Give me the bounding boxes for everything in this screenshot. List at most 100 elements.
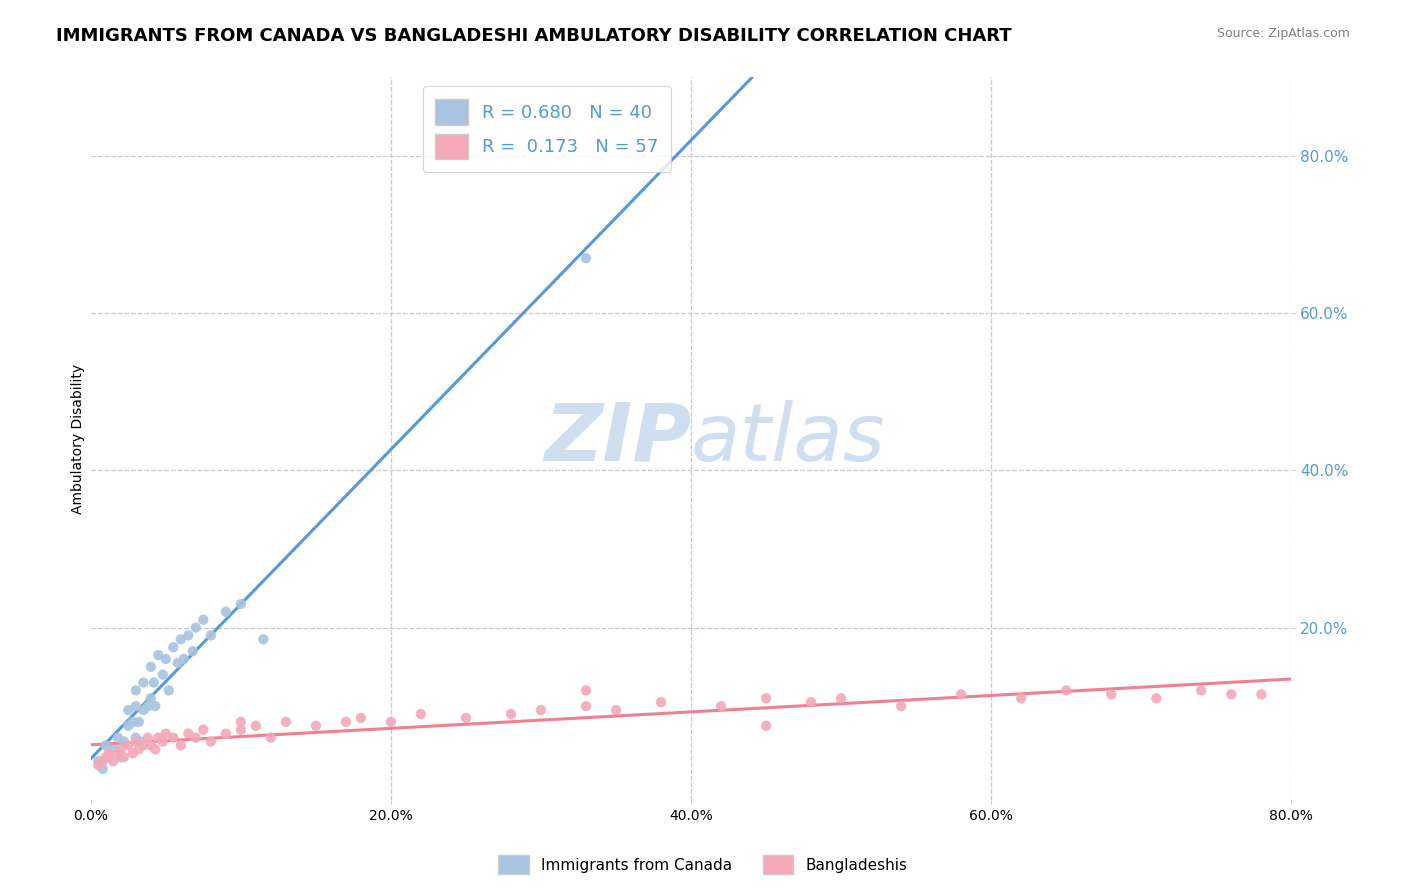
Point xyxy=(184,731,207,745)
Point xyxy=(148,731,170,745)
Point xyxy=(755,719,778,733)
Point xyxy=(1144,691,1167,706)
Point xyxy=(136,731,159,745)
Point xyxy=(193,613,215,627)
Point xyxy=(575,251,598,265)
Point xyxy=(136,699,159,714)
Point xyxy=(1054,683,1077,698)
Point xyxy=(1189,683,1212,698)
Point xyxy=(155,726,177,740)
Point xyxy=(184,621,207,635)
Point xyxy=(830,691,852,706)
Point xyxy=(575,683,598,698)
Point xyxy=(87,754,110,768)
Point xyxy=(125,734,148,748)
Point xyxy=(335,714,357,729)
Point xyxy=(139,691,162,706)
Point xyxy=(103,754,125,768)
Point xyxy=(142,675,165,690)
Point xyxy=(132,675,155,690)
Point xyxy=(200,734,222,748)
Point xyxy=(215,605,238,619)
Legend: R = 0.680   N = 40, R =  0.173   N = 57: R = 0.680 N = 40, R = 0.173 N = 57 xyxy=(423,87,671,172)
Point xyxy=(1099,687,1122,701)
Text: atlas: atlas xyxy=(690,400,886,478)
Point xyxy=(139,739,162,753)
Point xyxy=(97,750,120,764)
Text: IMMIGRANTS FROM CANADA VS BANGLADESHI AMBULATORY DISABILITY CORRELATION CHART: IMMIGRANTS FROM CANADA VS BANGLADESHI AM… xyxy=(56,27,1012,45)
Point xyxy=(162,731,184,745)
Text: Source: ZipAtlas.com: Source: ZipAtlas.com xyxy=(1216,27,1350,40)
Point xyxy=(110,742,132,756)
Point xyxy=(409,706,432,721)
Point xyxy=(94,739,117,753)
Point xyxy=(1010,691,1032,706)
Point xyxy=(139,660,162,674)
Point xyxy=(91,762,114,776)
Point xyxy=(143,742,166,756)
Point xyxy=(350,711,373,725)
Point xyxy=(132,703,155,717)
Point xyxy=(110,750,132,764)
Point xyxy=(103,742,125,756)
Point xyxy=(125,683,148,698)
Point xyxy=(800,695,823,709)
Point xyxy=(117,719,139,733)
Point xyxy=(162,640,184,655)
Point xyxy=(87,758,110,772)
Point xyxy=(229,714,252,729)
Point xyxy=(605,703,627,717)
Point xyxy=(117,739,139,753)
Point xyxy=(181,644,204,658)
Point xyxy=(166,656,188,670)
Point xyxy=(107,731,129,745)
Text: ZIP: ZIP xyxy=(544,400,690,478)
Point xyxy=(1250,687,1272,701)
Point xyxy=(128,714,150,729)
Point xyxy=(170,739,193,753)
Point xyxy=(229,597,252,611)
Point xyxy=(112,750,135,764)
Point xyxy=(260,731,283,745)
Point xyxy=(143,699,166,714)
Point xyxy=(121,714,143,729)
Point xyxy=(650,695,672,709)
Point xyxy=(499,706,522,721)
Point xyxy=(710,699,733,714)
Point xyxy=(117,703,139,717)
Point xyxy=(155,652,177,666)
Point xyxy=(129,734,152,748)
Point xyxy=(245,719,267,733)
Point xyxy=(91,754,114,768)
Point xyxy=(94,750,117,764)
Point xyxy=(121,747,143,761)
Legend: Immigrants from Canada, Bangladeshis: Immigrants from Canada, Bangladeshis xyxy=(492,849,914,880)
Point xyxy=(125,699,148,714)
Point xyxy=(530,703,553,717)
Point xyxy=(1220,687,1243,701)
Point xyxy=(112,734,135,748)
Point xyxy=(170,632,193,647)
Point xyxy=(305,719,328,733)
Point xyxy=(274,714,297,729)
Point xyxy=(215,726,238,740)
Point xyxy=(200,628,222,642)
Point xyxy=(380,714,402,729)
Point xyxy=(252,632,274,647)
Point xyxy=(152,667,174,681)
Point xyxy=(157,683,180,698)
Point xyxy=(454,711,477,725)
Point xyxy=(755,691,778,706)
Point xyxy=(950,687,973,701)
Point xyxy=(575,699,598,714)
Point xyxy=(890,699,912,714)
Point xyxy=(128,742,150,756)
Point xyxy=(177,726,200,740)
Point xyxy=(152,734,174,748)
Point xyxy=(229,723,252,737)
Point xyxy=(125,731,148,745)
Point xyxy=(97,747,120,761)
Point xyxy=(177,628,200,642)
Point xyxy=(148,648,170,662)
Point xyxy=(193,723,215,737)
